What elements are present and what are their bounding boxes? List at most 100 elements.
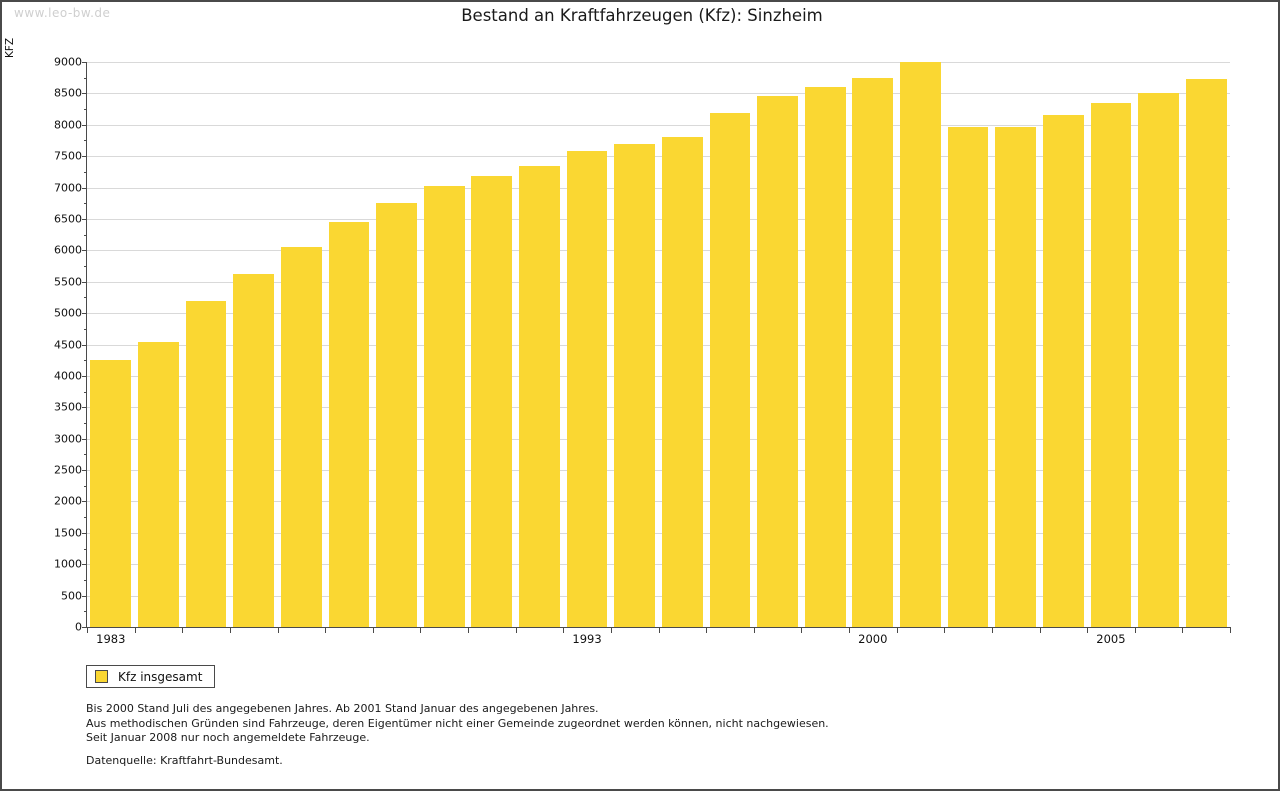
y-axis-minor-tick xyxy=(84,548,87,550)
gridline xyxy=(87,470,1230,472)
bar[interactable] xyxy=(423,186,465,627)
y-axis-tick-mark xyxy=(82,156,87,158)
x-axis-tick-mark xyxy=(182,627,184,633)
y-axis-tick-mark xyxy=(82,407,87,409)
bar[interactable] xyxy=(947,127,989,627)
bar[interactable] xyxy=(1138,93,1179,627)
x-axis-tick-mark xyxy=(563,627,565,633)
page-title: Bestand an Kraftfahrzeugen (Kfz): Sinzhe… xyxy=(461,6,823,25)
y-axis-title: KFZ xyxy=(4,37,16,58)
gridline xyxy=(87,313,1230,315)
y-axis-tick-label: 5500 xyxy=(54,275,82,289)
bar[interactable] xyxy=(900,62,941,627)
bar[interactable] xyxy=(233,273,275,627)
bar[interactable] xyxy=(1090,102,1132,627)
y-axis-minor-tick xyxy=(84,391,87,393)
y-axis-minor-tick xyxy=(84,454,87,456)
y-axis-minor-tick xyxy=(84,171,87,173)
y-axis-tick-mark xyxy=(82,375,87,377)
footnote-line: Aus methodischen Gründen sind Fahrzeuge,… xyxy=(86,716,829,730)
x-axis-tick-mark xyxy=(515,627,517,633)
bar[interactable] xyxy=(566,151,608,627)
x-axis-tick-label: 1983 xyxy=(96,632,126,646)
bar[interactable] xyxy=(1185,78,1227,627)
y-axis-tick-label: 0 xyxy=(75,620,82,634)
x-axis-tick-mark xyxy=(991,627,993,633)
y-axis-tick-mark xyxy=(82,532,87,534)
y-axis-minor-tick xyxy=(84,611,87,613)
x-axis-tick-mark xyxy=(896,627,898,633)
x-axis-tick-mark xyxy=(1230,627,1231,633)
bar[interactable] xyxy=(1042,115,1084,627)
legend-swatch-icon xyxy=(95,670,108,683)
y-axis-minor-tick xyxy=(84,422,87,424)
gridline xyxy=(87,93,1230,95)
y-axis-tick-label: 7000 xyxy=(54,181,82,195)
y-axis-tick-label: 500 xyxy=(61,589,82,603)
y-axis-minor-tick xyxy=(84,328,87,330)
bar[interactable] xyxy=(709,112,751,627)
y-axis-minor-tick xyxy=(84,140,87,142)
x-axis-tick-mark xyxy=(420,627,422,633)
y-axis-minor-tick xyxy=(84,297,87,299)
gridline xyxy=(87,501,1230,503)
y-axis-minor-tick xyxy=(84,234,87,236)
x-axis-tick-mark xyxy=(944,627,946,633)
gridline xyxy=(87,564,1230,566)
bar[interactable] xyxy=(804,87,846,627)
y-axis-tick-mark xyxy=(82,124,87,126)
x-axis-tick-mark xyxy=(801,627,803,633)
bar[interactable] xyxy=(852,78,894,627)
y-axis-minor-tick xyxy=(84,517,87,519)
bar[interactable] xyxy=(661,137,703,627)
gridline xyxy=(87,281,1230,283)
bar[interactable] xyxy=(471,176,513,627)
gridline xyxy=(87,62,1230,63)
bar[interactable] xyxy=(757,95,798,627)
plot-area xyxy=(87,62,1230,628)
x-axis-tick-mark xyxy=(229,627,231,633)
bar[interactable] xyxy=(185,301,227,627)
bar[interactable] xyxy=(376,202,417,627)
y-axis-tick-mark xyxy=(82,218,87,220)
x-axis-tick-mark xyxy=(325,627,327,633)
gridline xyxy=(87,438,1230,440)
x-axis-tick-mark xyxy=(658,627,660,633)
y-axis-tick-label: 8500 xyxy=(54,86,82,100)
gridline xyxy=(87,156,1230,158)
legend-item-label: Kfz insgesamt xyxy=(118,669,203,684)
y-axis-tick-label: 9000 xyxy=(54,55,82,69)
x-axis-tick-mark xyxy=(277,627,279,633)
gridline xyxy=(87,218,1230,220)
bar[interactable] xyxy=(138,342,179,627)
bar[interactable] xyxy=(519,166,560,627)
y-axis-minor-tick xyxy=(84,203,87,205)
y-axis-tick-mark xyxy=(82,187,87,189)
x-axis-tick-mark xyxy=(87,627,88,633)
chart-legend[interactable]: Kfz insgesamt xyxy=(86,665,216,688)
bar[interactable] xyxy=(90,360,132,627)
y-axis-tick-label: 6000 xyxy=(54,243,82,257)
x-axis-tick-mark xyxy=(1087,627,1089,633)
footnote-line: Seit Januar 2008 nur noch angemeldete Fa… xyxy=(86,731,370,744)
y-axis-tick-label: 5000 xyxy=(54,306,82,320)
x-axis-tick-mark xyxy=(1134,627,1136,633)
x-axis-tick-label: 2005 xyxy=(1096,632,1126,646)
gridline xyxy=(87,532,1230,534)
x-axis-tick-mark xyxy=(1182,627,1184,633)
bar[interactable] xyxy=(614,144,656,627)
footnote-line: Bis 2000 Stand Juli des angegebenen Jahr… xyxy=(86,702,599,715)
gridline xyxy=(87,344,1230,346)
bar[interactable] xyxy=(280,246,322,627)
y-axis-tick-mark xyxy=(82,313,87,315)
y-axis-minor-tick xyxy=(84,77,87,79)
y-axis-tick-mark xyxy=(82,470,87,472)
bar[interactable] xyxy=(995,127,1037,627)
data-source-note: Datenquelle: Kraftfahrt-Bundesamt. xyxy=(86,754,283,767)
x-axis-tick-mark xyxy=(468,627,469,633)
x-axis-tick-mark xyxy=(372,627,374,633)
bar[interactable] xyxy=(328,222,370,627)
y-axis-tick-label: 4000 xyxy=(54,369,82,383)
y-axis-minor-tick xyxy=(84,360,87,362)
